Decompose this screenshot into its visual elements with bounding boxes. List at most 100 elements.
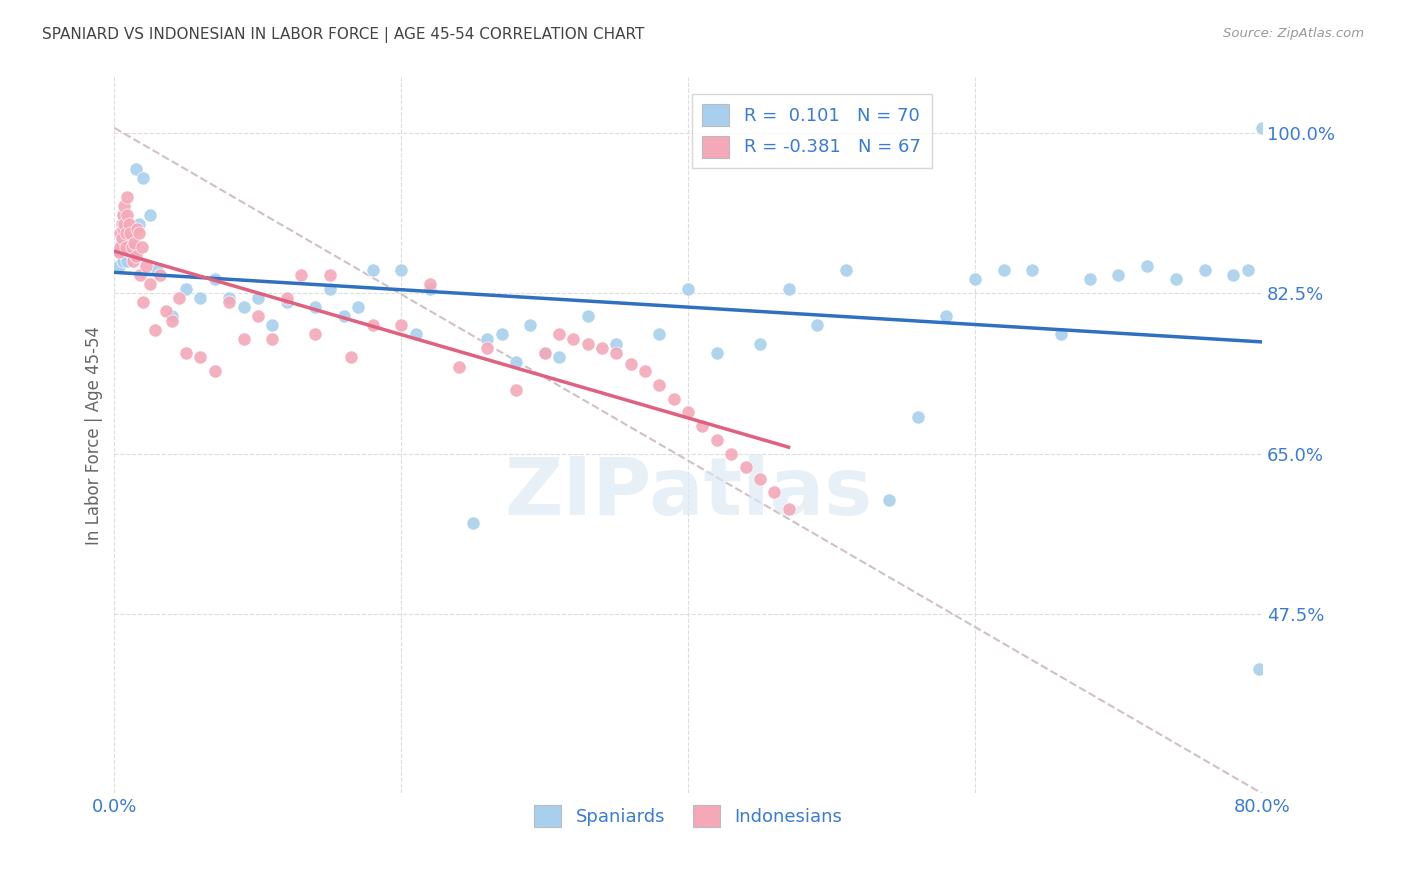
Point — [143, 323, 166, 337]
Point — [110, 217, 132, 231]
Point — [246, 291, 269, 305]
Point — [1251, 120, 1274, 135]
Point — [648, 378, 671, 392]
Point — [706, 433, 728, 447]
Point — [748, 336, 770, 351]
Point — [720, 447, 742, 461]
Point — [115, 249, 138, 263]
Point — [806, 318, 828, 333]
Point — [676, 281, 699, 295]
Point — [1247, 662, 1270, 676]
Point — [491, 327, 513, 342]
Point — [117, 254, 139, 268]
Point — [692, 419, 714, 434]
Point — [115, 235, 138, 250]
Point — [190, 291, 212, 305]
Point — [111, 240, 134, 254]
Point — [139, 208, 162, 222]
Point — [389, 263, 412, 277]
Point — [118, 240, 141, 254]
Point — [110, 235, 132, 250]
Point — [117, 190, 139, 204]
Point — [778, 501, 800, 516]
Point — [121, 235, 143, 250]
Point — [117, 208, 139, 222]
Point — [276, 295, 298, 310]
Point — [114, 244, 136, 259]
Point — [706, 346, 728, 360]
Point — [835, 263, 858, 277]
Point — [1194, 263, 1216, 277]
Point — [122, 254, 145, 268]
Point — [389, 318, 412, 333]
Point — [519, 318, 541, 333]
Point — [115, 227, 138, 241]
Point — [304, 327, 326, 342]
Point — [115, 240, 138, 254]
Point — [1222, 268, 1244, 282]
Point — [110, 231, 132, 245]
Text: SPANIARD VS INDONESIAN IN LABOR FORCE | AGE 45-54 CORRELATION CHART: SPANIARD VS INDONESIAN IN LABOR FORCE | … — [42, 27, 644, 43]
Point — [262, 318, 284, 333]
Point — [276, 291, 298, 305]
Point — [461, 516, 484, 530]
Point — [114, 199, 136, 213]
Point — [111, 222, 134, 236]
Point — [548, 351, 571, 365]
Point — [124, 235, 146, 250]
Point — [135, 259, 157, 273]
Point — [246, 309, 269, 323]
Point — [114, 231, 136, 245]
Point — [114, 217, 136, 231]
Point — [648, 327, 671, 342]
Point — [129, 268, 152, 282]
Point — [419, 277, 441, 291]
Point — [218, 291, 240, 305]
Point — [111, 254, 134, 268]
Point — [160, 309, 183, 323]
Point — [548, 327, 571, 342]
Point — [505, 383, 527, 397]
Y-axis label: In Labor Force | Age 45-54: In Labor Force | Age 45-54 — [86, 326, 103, 545]
Point — [318, 281, 340, 295]
Point — [505, 355, 527, 369]
Point — [1164, 272, 1187, 286]
Point — [533, 346, 555, 360]
Point — [562, 332, 585, 346]
Point — [131, 240, 153, 254]
Point — [477, 341, 499, 355]
Point — [132, 171, 155, 186]
Point — [204, 272, 226, 286]
Point — [447, 359, 470, 374]
Point — [232, 300, 254, 314]
Point — [405, 327, 427, 342]
Point — [620, 357, 643, 371]
Point — [174, 281, 197, 295]
Point — [963, 272, 986, 286]
Point — [1050, 327, 1073, 342]
Point — [108, 244, 131, 259]
Point — [1021, 263, 1043, 277]
Point — [120, 227, 142, 241]
Point — [340, 351, 363, 365]
Point — [1078, 272, 1101, 286]
Point — [107, 244, 129, 259]
Point — [676, 405, 699, 419]
Point — [128, 227, 150, 241]
Point — [108, 227, 131, 241]
Point — [576, 336, 599, 351]
Point — [778, 281, 800, 295]
Point — [662, 392, 685, 406]
Point — [748, 473, 770, 487]
Point — [111, 208, 134, 222]
Point — [993, 263, 1015, 277]
Point — [318, 268, 340, 282]
Point — [122, 249, 145, 263]
Point — [127, 222, 149, 236]
Point — [120, 244, 142, 259]
Point — [167, 291, 190, 305]
Point — [117, 240, 139, 254]
Point — [576, 309, 599, 323]
Point — [132, 295, 155, 310]
Point — [533, 346, 555, 360]
